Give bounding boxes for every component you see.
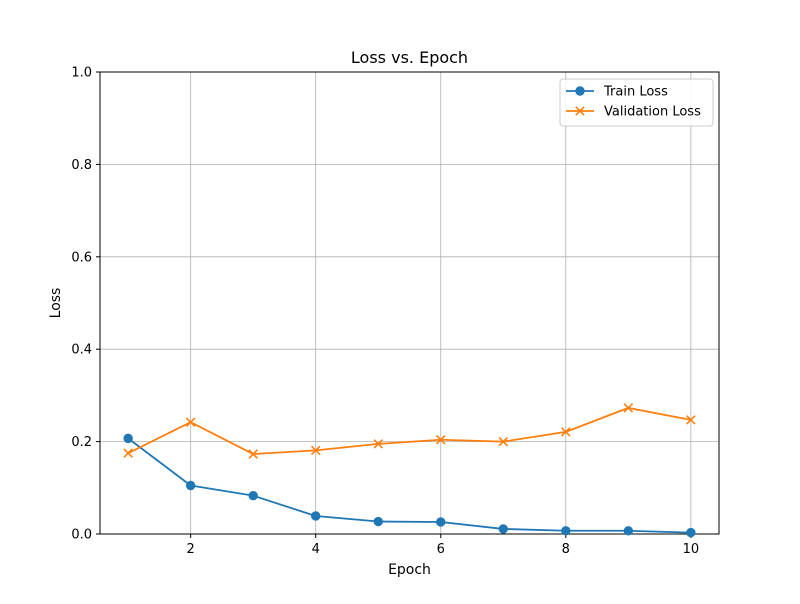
x-marker-stroke: [373, 439, 384, 449]
data-point: [248, 449, 258, 459]
series-line: [127, 437, 691, 534]
data-point: [373, 516, 383, 527]
data-point: [185, 417, 196, 427]
series-validation-loss: [123, 403, 696, 459]
data-point: [623, 403, 634, 413]
y-tick-label: 0.4: [71, 343, 92, 358]
legend-frame: [559, 78, 714, 127]
y-tick-label: 0.0: [71, 528, 92, 543]
data-point: [310, 445, 321, 456]
data-point: [686, 527, 696, 538]
y-axis-label: Loss: [48, 288, 64, 319]
y-tick-label: 0.2: [71, 435, 92, 450]
data-point: [248, 490, 258, 501]
series-line: [127, 406, 692, 455]
x-axis-label: Epoch: [388, 562, 431, 578]
chart-title: Loss vs. Epoch: [351, 48, 468, 67]
legend-item: Train Loss: [566, 85, 668, 100]
data-point: [623, 526, 634, 536]
x-tick-label: 4: [312, 542, 320, 557]
legend-swatch-marker: [575, 106, 585, 116]
x-marker-stroke: [561, 427, 571, 437]
legend-label: Train Loss: [603, 85, 668, 100]
x-tick-label: 6: [437, 542, 445, 557]
x-marker-stroke: [686, 415, 696, 425]
data-point: [561, 427, 571, 437]
y-tick-label: 0.6: [71, 250, 92, 265]
x-tick-label: 2: [187, 542, 195, 557]
x-marker-stroke: [248, 449, 258, 459]
legend-swatch-marker: [575, 86, 585, 96]
series-train-loss: [123, 433, 696, 538]
data-point: [498, 436, 509, 447]
legend-item: Validation Loss: [566, 105, 701, 120]
data-point: [435, 434, 446, 445]
x-tick-label: 8: [562, 542, 570, 557]
data-point: [123, 448, 133, 458]
data-point: [561, 526, 571, 536]
x-marker-stroke: [185, 417, 196, 427]
x-tick-label: 10: [683, 542, 700, 557]
axes-frame: [99, 71, 720, 535]
legend: Train Loss Validation Loss: [559, 78, 714, 127]
y-tick-label: 1.0: [71, 66, 92, 81]
x-marker-stroke: [435, 434, 446, 445]
data-point: [498, 524, 508, 534]
x-marker-stroke: [498, 436, 509, 447]
x-marker-stroke: [575, 106, 585, 116]
legend-label: Validation Loss: [604, 105, 701, 120]
data-point: [123, 433, 133, 444]
y-tick-label: 0.8: [71, 158, 92, 173]
data-point: [436, 517, 446, 527]
data-point: [373, 439, 384, 449]
x-marker-stroke: [123, 448, 133, 458]
x-marker-stroke: [623, 403, 634, 413]
plot-area: 2 4 6 8 10 0.0 0.2 0.4 0.6 0.8 1.0 Train Loss Valida…: [71, 66, 720, 557]
data-point: [311, 511, 321, 521]
x-marker-stroke: [310, 445, 321, 456]
data-point: [185, 480, 196, 491]
data-point: [686, 415, 696, 425]
